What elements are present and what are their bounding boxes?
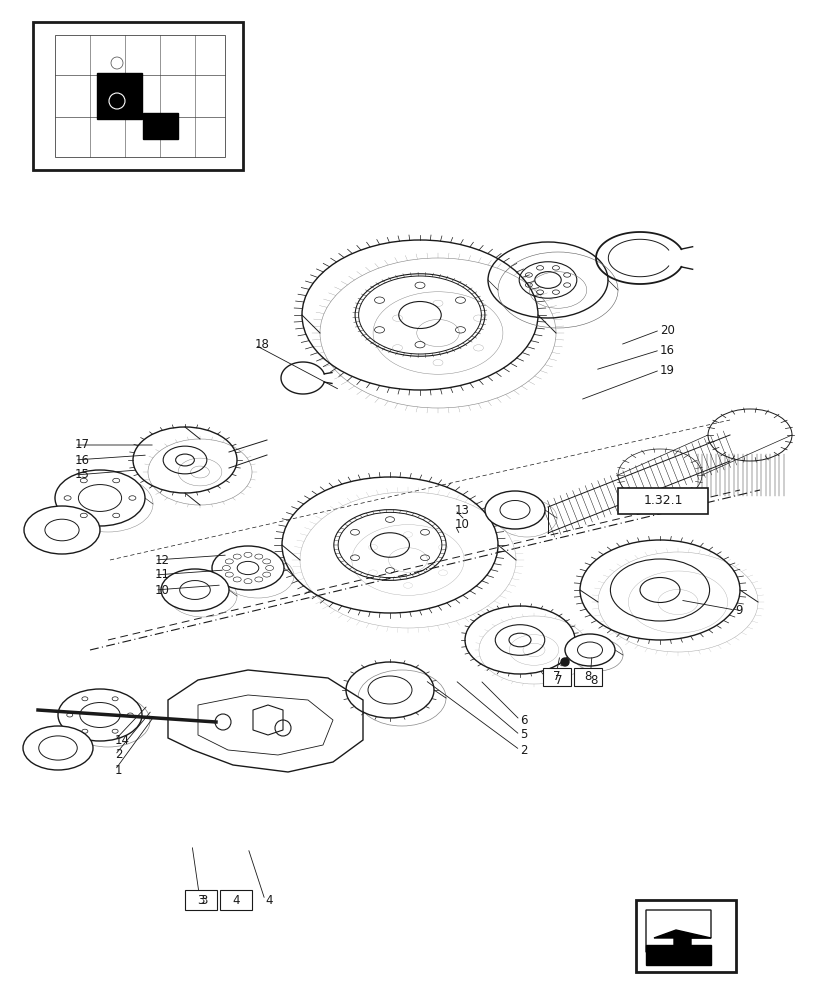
Polygon shape bbox=[645, 910, 710, 952]
Bar bbox=[635, 900, 735, 972]
Text: 5: 5 bbox=[519, 728, 527, 742]
Text: 16: 16 bbox=[75, 454, 90, 466]
Ellipse shape bbox=[58, 689, 141, 741]
Text: 3: 3 bbox=[200, 894, 207, 906]
Text: 6: 6 bbox=[519, 714, 527, 726]
Bar bbox=[184, 890, 217, 910]
Bar bbox=[33, 22, 242, 170]
Text: 3: 3 bbox=[197, 894, 204, 906]
Text: 17: 17 bbox=[75, 438, 90, 452]
Text: 19: 19 bbox=[659, 363, 674, 376]
Text: 10: 10 bbox=[455, 518, 469, 532]
Bar bbox=[143, 113, 178, 139]
Text: 12: 12 bbox=[155, 554, 170, 566]
Text: 4: 4 bbox=[265, 894, 272, 906]
Text: 16: 16 bbox=[659, 344, 674, 357]
Text: 20: 20 bbox=[659, 324, 674, 336]
Text: 1.32.1: 1.32.1 bbox=[643, 494, 682, 508]
Ellipse shape bbox=[23, 726, 93, 770]
Text: 8: 8 bbox=[584, 670, 591, 684]
Text: 18: 18 bbox=[255, 338, 270, 352]
Bar bbox=[543, 668, 571, 686]
Bar bbox=[55, 35, 225, 157]
Text: 9: 9 bbox=[734, 603, 742, 616]
Ellipse shape bbox=[212, 546, 284, 590]
Text: 2: 2 bbox=[519, 744, 527, 756]
Ellipse shape bbox=[564, 634, 614, 666]
Polygon shape bbox=[168, 670, 362, 772]
Bar bbox=[617, 488, 707, 514]
Bar bbox=[97, 73, 141, 119]
Polygon shape bbox=[653, 930, 710, 955]
Text: 10: 10 bbox=[155, 584, 170, 596]
Text: 13: 13 bbox=[455, 504, 469, 516]
Ellipse shape bbox=[24, 506, 100, 554]
Text: 14: 14 bbox=[115, 734, 130, 746]
Text: 7: 7 bbox=[554, 674, 562, 686]
Text: 7: 7 bbox=[552, 670, 560, 684]
Bar bbox=[645, 945, 710, 965]
Text: 4: 4 bbox=[232, 894, 240, 906]
Bar bbox=[573, 668, 601, 686]
Text: 15: 15 bbox=[75, 468, 90, 482]
Text: 8: 8 bbox=[590, 674, 596, 686]
Bar bbox=[220, 890, 251, 910]
Ellipse shape bbox=[55, 470, 145, 526]
Ellipse shape bbox=[485, 491, 544, 529]
Text: 2: 2 bbox=[115, 748, 122, 762]
Text: 1: 1 bbox=[115, 764, 122, 776]
Ellipse shape bbox=[160, 569, 229, 611]
Circle shape bbox=[561, 658, 568, 666]
Text: 11: 11 bbox=[155, 568, 170, 582]
